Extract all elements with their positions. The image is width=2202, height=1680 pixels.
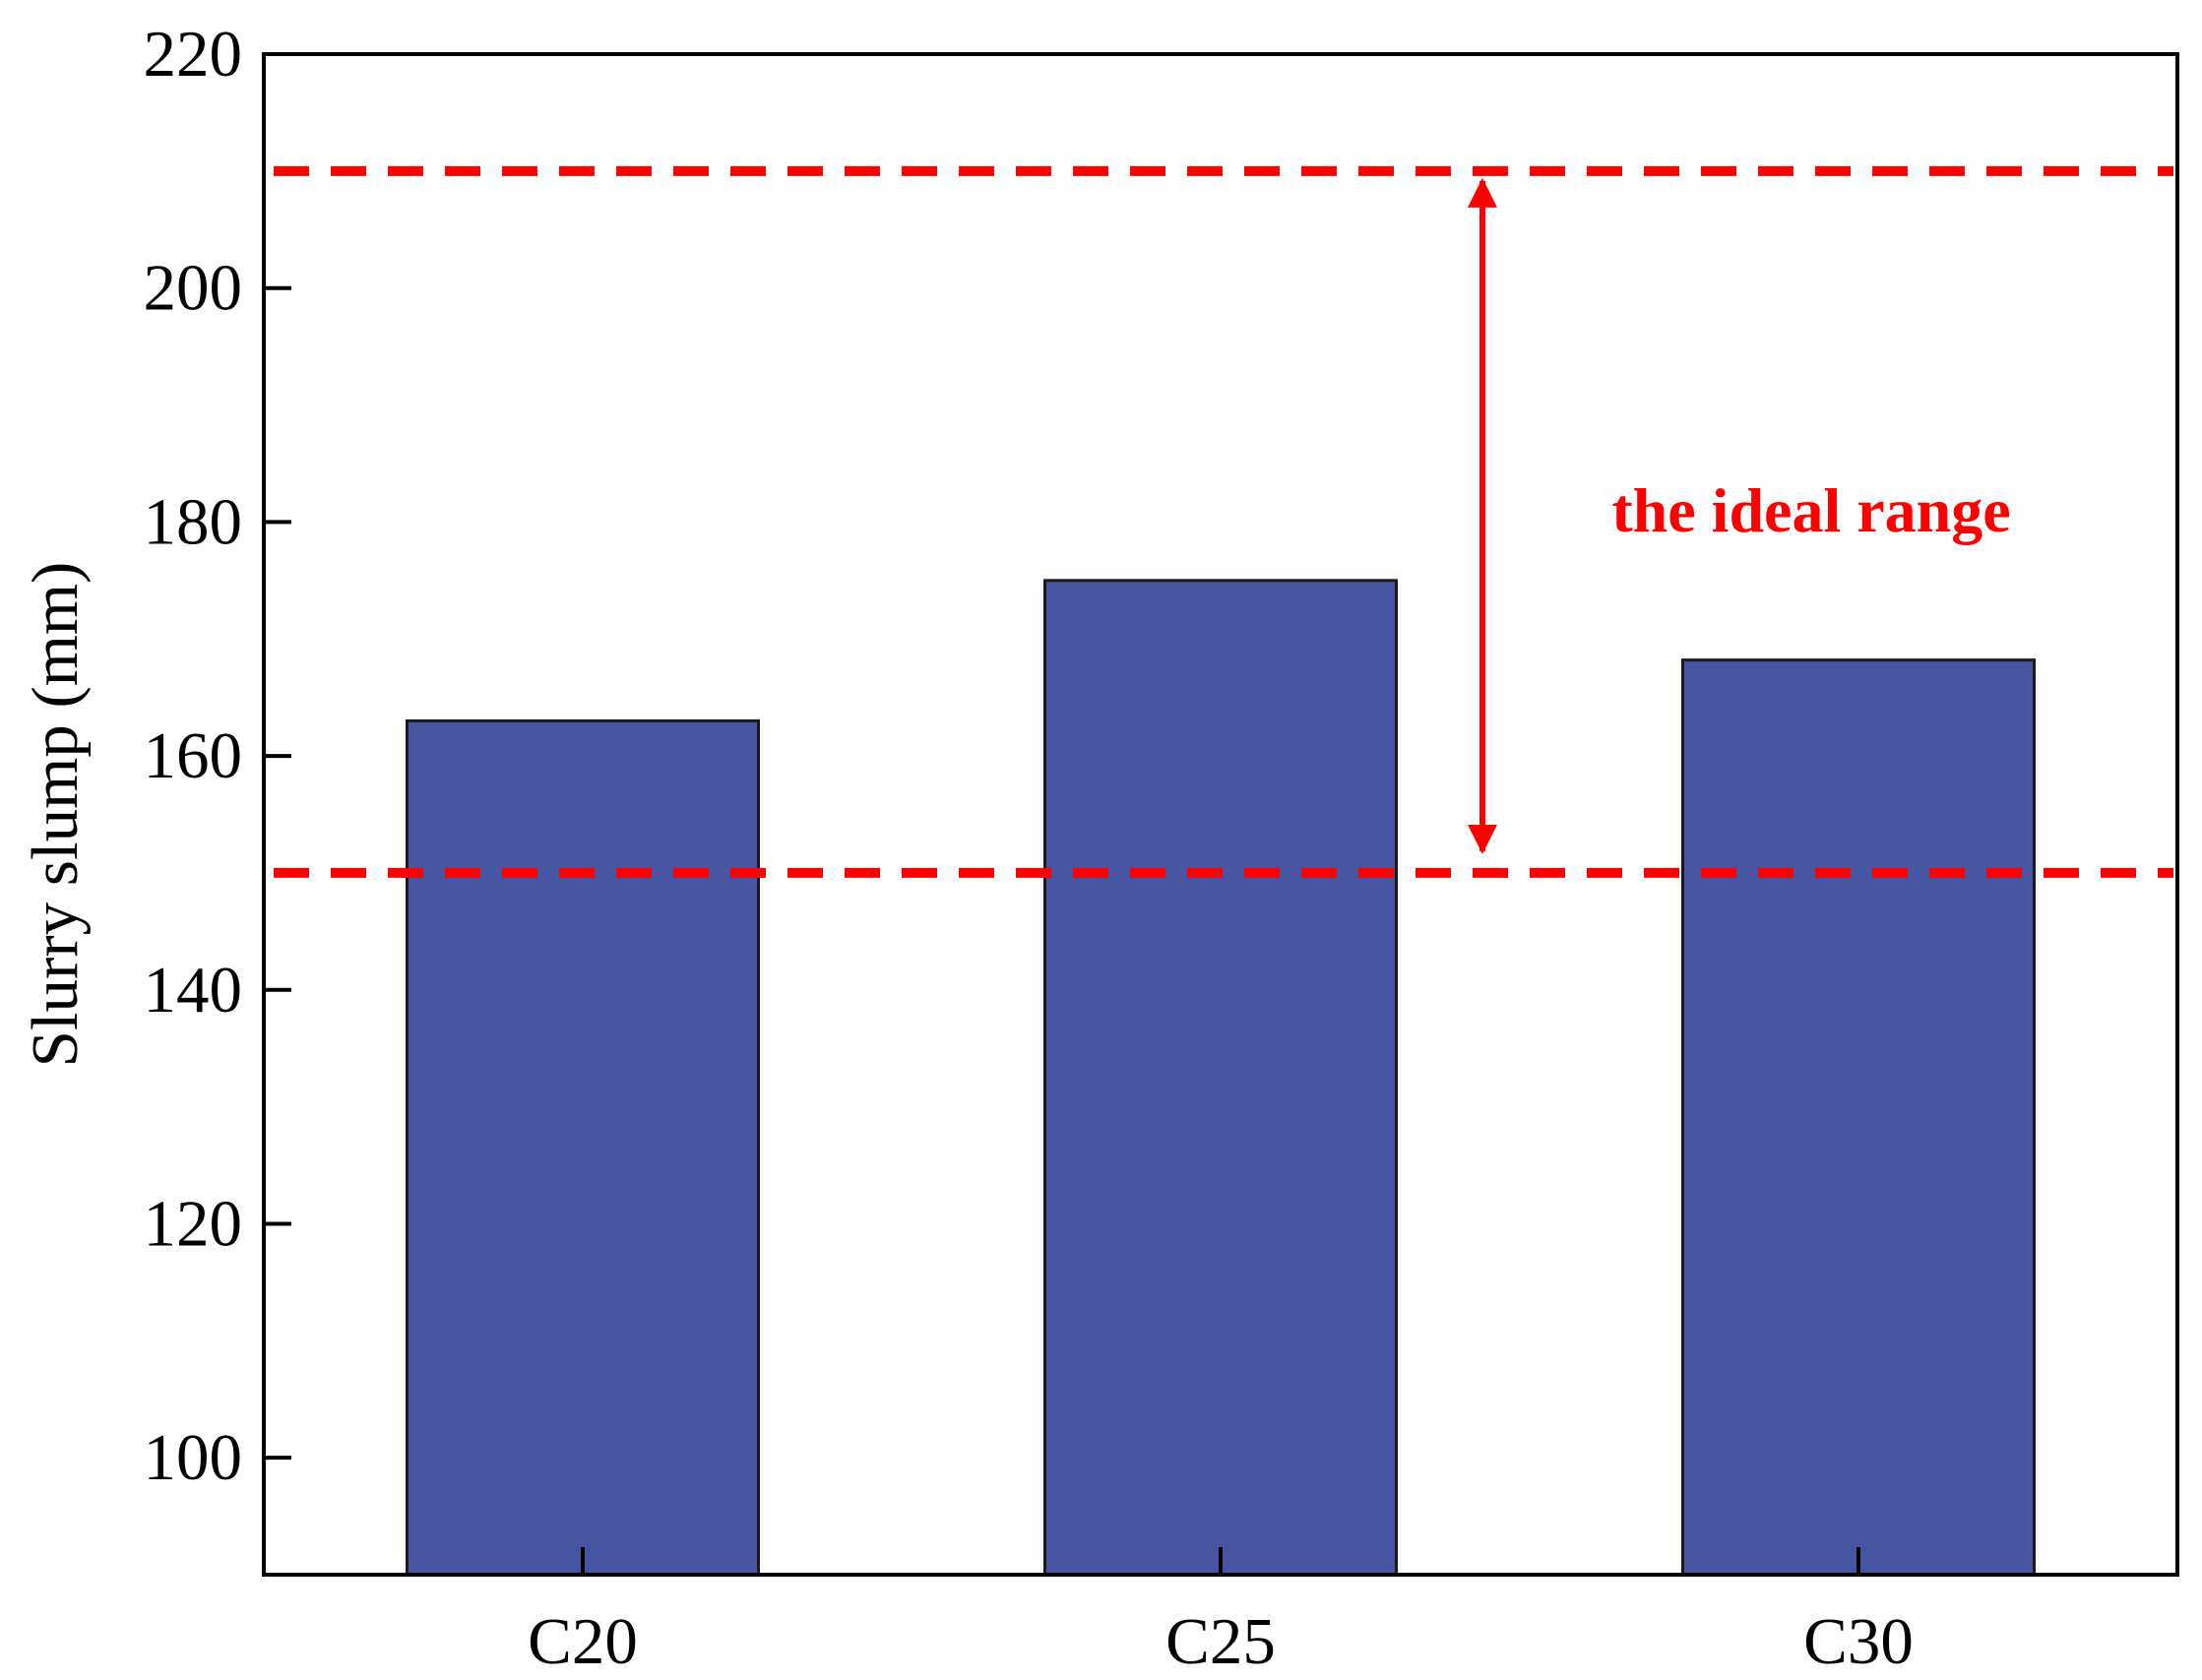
x-tick-label: C30 — [1803, 1605, 1914, 1675]
bar-c25 — [1043, 579, 1398, 1577]
y-tick-label: 220 — [144, 18, 243, 91]
y-tick-label: 100 — [144, 1421, 243, 1494]
bar-c20 — [406, 718, 760, 1577]
y-tick-label: 120 — [144, 1187, 243, 1260]
axes-layer — [262, 52, 2179, 1577]
reference-lines-layer — [274, 165, 2173, 878]
y-tick-label: 140 — [144, 954, 243, 1027]
x-tick-label: C20 — [528, 1605, 638, 1675]
y-axis-title: Slurry slump (mm) — [19, 562, 92, 1068]
bar-c30 — [1681, 658, 2036, 1577]
x-tick-label: C25 — [1165, 1605, 1276, 1675]
y-tick-label: 180 — [144, 485, 243, 558]
labels-layer: 100 120 140 160 180 200 220 C20 C25 C30 Slurry slu… — [19, 18, 2011, 1678]
y-tick-label: 160 — [144, 719, 243, 792]
bars-layer — [406, 579, 2036, 1577]
ideal-range-label: the ideal range — [1611, 475, 2010, 545]
y-tick-label: 200 — [144, 252, 243, 325]
